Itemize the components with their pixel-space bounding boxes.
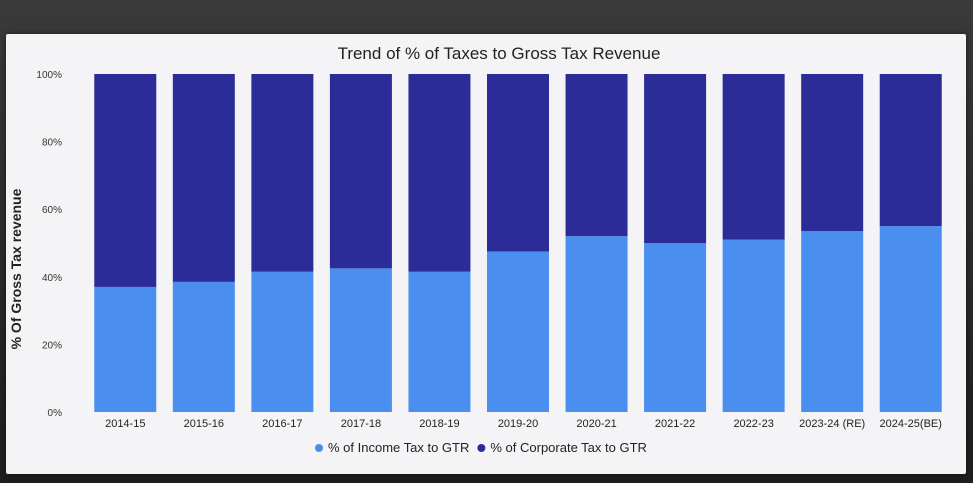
x-tick-label: 2023-24 (RE) bbox=[799, 418, 865, 430]
corporate-tax-bar bbox=[644, 74, 707, 243]
y-tick-label: 80% bbox=[42, 138, 62, 149]
x-tick-label: 2020-21 bbox=[576, 418, 616, 430]
corporate-tax-bar bbox=[251, 74, 314, 272]
y-tick-label: 20% bbox=[42, 340, 62, 351]
corporate-tax-bar bbox=[408, 74, 471, 272]
x-tick-label: 2014-15 bbox=[105, 418, 145, 430]
x-tick-label: 2022-23 bbox=[733, 418, 773, 430]
x-tick-label: 2018-19 bbox=[419, 418, 459, 430]
legend-corporate-tax-marker bbox=[477, 444, 486, 452]
corporate-tax-bar bbox=[565, 74, 628, 237]
x-tick-label: 2019-20 bbox=[498, 418, 538, 430]
income-tax-bar bbox=[172, 281, 235, 412]
income-tax-bar bbox=[722, 239, 785, 412]
income-tax-bar bbox=[879, 226, 942, 412]
chart-panel: Trend of % of Taxes to Gross Tax Revenue… bbox=[6, 34, 966, 474]
corporate-tax-bar bbox=[329, 74, 392, 269]
x-tick-label: 2024-25(BE) bbox=[880, 418, 942, 430]
bars-group bbox=[94, 74, 942, 412]
legend-income-tax-marker bbox=[315, 444, 323, 452]
y-tick-label: 0% bbox=[48, 408, 63, 419]
corporate-tax-bar bbox=[879, 74, 942, 227]
legend-income-tax-label: % of Income Tax to GTR bbox=[328, 440, 469, 455]
corporate-tax-bar bbox=[94, 74, 157, 287]
corporate-tax-bar bbox=[487, 74, 549, 252]
y-tick-label: 60% bbox=[42, 205, 62, 216]
y-tick-label: 100% bbox=[36, 70, 62, 81]
legend-corporate-tax-label: % of Corporate Tax to GTR bbox=[490, 440, 647, 455]
chart-title: Trend of % of Taxes to Gross Tax Revenue bbox=[338, 44, 661, 63]
income-tax-bar bbox=[251, 271, 314, 412]
y-axis-ticks: 0% 20% 40% 60% 80% 100% bbox=[36, 70, 62, 419]
income-tax-bar bbox=[487, 251, 549, 412]
income-tax-bar bbox=[408, 271, 471, 412]
legend: % of Income Tax to GTR % of Corporate Tax… bbox=[315, 440, 647, 455]
x-tick-label: 2021-22 bbox=[655, 418, 695, 430]
corporate-tax-bar bbox=[722, 74, 785, 240]
x-tick-label: 2015-16 bbox=[184, 418, 224, 430]
income-tax-bar bbox=[94, 286, 157, 412]
y-tick-label: 40% bbox=[42, 273, 62, 284]
income-tax-bar bbox=[644, 243, 707, 412]
x-axis-ticks: 2014-15 2015-16 2016-17 2017-18 2018-19 2019-… bbox=[105, 418, 942, 430]
corporate-tax-bar bbox=[172, 74, 235, 282]
corporate-tax-bar bbox=[801, 74, 864, 232]
x-tick-label: 2016-17 bbox=[262, 418, 302, 430]
stacked-bar-chart: Trend of % of Taxes to Gross Tax Revenue… bbox=[8, 44, 942, 455]
y-axis-label: % Of Gross Tax revenue bbox=[8, 188, 24, 349]
income-tax-bar bbox=[329, 268, 392, 412]
income-tax-bar bbox=[801, 231, 864, 412]
income-tax-bar bbox=[565, 236, 628, 412]
x-tick-label: 2017-18 bbox=[341, 418, 381, 430]
